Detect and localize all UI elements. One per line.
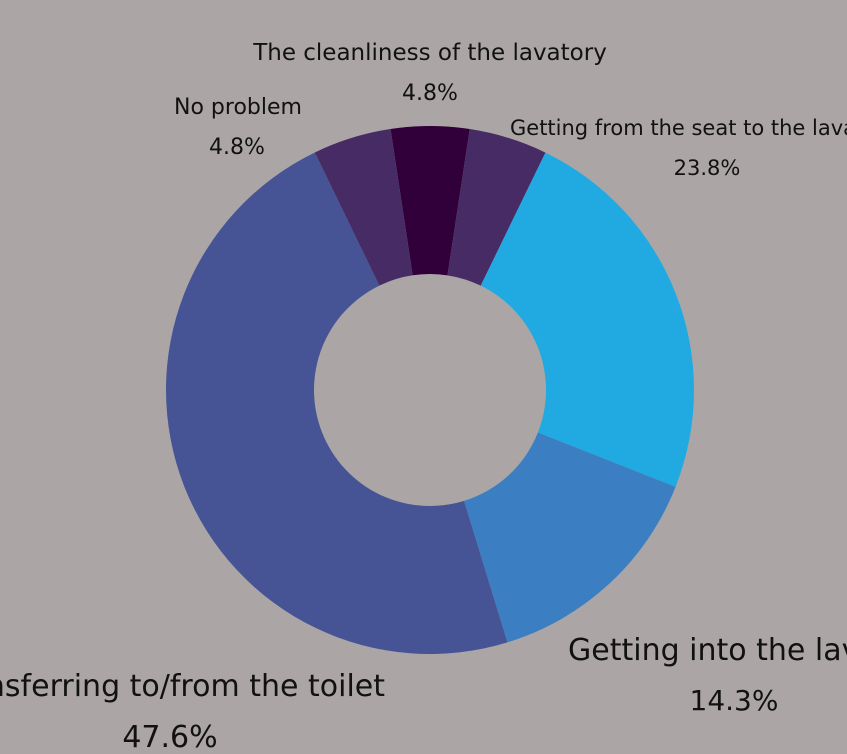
label-seat-pct: 23.8%: [674, 156, 741, 180]
label-transfer-name: Transferring to/from the toilet: [0, 669, 385, 704]
slice-getting-into-the-lavatory-3: [464, 432, 676, 643]
slice-the-cleanliness-of-the-lavatory-0: [390, 126, 470, 276]
slice-no-problem-5: [314, 128, 413, 286]
label-no-problem-name: No problem: [174, 95, 302, 120]
label-into-name: Getting into the lavatory: [568, 633, 847, 668]
slice-getting-from-the-seat-to-the-lavatory-2: [480, 152, 694, 487]
label-seat-name: Getting from the seat to the lavatory: [510, 116, 847, 140]
label-cleanliness-name: The cleanliness of the lavatory: [252, 40, 607, 66]
label-cleanliness-pct: 4.8%: [402, 81, 458, 106]
label-into-pct: 14.3%: [690, 684, 779, 717]
slice-transferring-to-from-the-toilet-4: [166, 152, 508, 654]
donut-slices: [166, 126, 694, 654]
slice-getting-from-the-seat-to-the-lavatory-1: [447, 129, 546, 286]
label-transfer-pct: 47.6%: [122, 720, 217, 754]
label-no-problem-pct: 4.8%: [209, 135, 265, 160]
